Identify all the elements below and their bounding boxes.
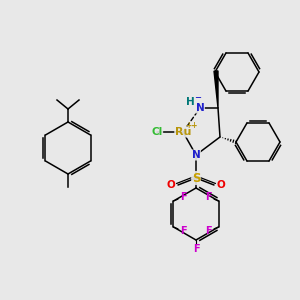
Text: O: O: [167, 180, 176, 190]
Polygon shape: [214, 71, 218, 108]
Text: −: −: [194, 94, 202, 103]
Text: F: F: [180, 226, 187, 236]
Text: H: H: [186, 97, 194, 107]
Text: F: F: [205, 226, 212, 236]
Text: Cl: Cl: [152, 127, 163, 137]
Text: F: F: [193, 244, 199, 254]
Text: N: N: [196, 103, 204, 113]
Text: N: N: [192, 150, 200, 160]
Text: Ru: Ru: [175, 127, 191, 137]
Text: F: F: [205, 192, 212, 202]
Text: F: F: [180, 192, 187, 202]
Text: ++: ++: [186, 121, 198, 130]
Text: O: O: [217, 180, 225, 190]
Text: S: S: [192, 172, 200, 184]
